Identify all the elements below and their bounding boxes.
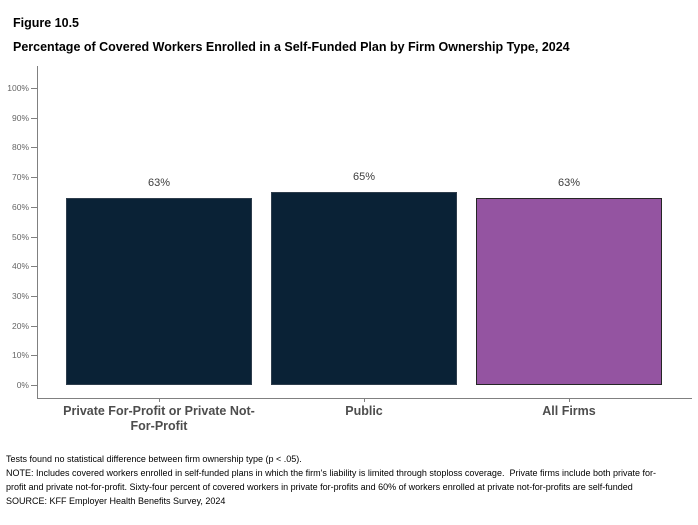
- x-axis-tick: [364, 398, 365, 402]
- x-axis-tick: [569, 398, 570, 402]
- footnote-tests: Tests found no statistical difference be…: [6, 454, 302, 464]
- y-axis-tick: [31, 266, 37, 267]
- footnotes: Tests found no statistical difference be…: [6, 452, 661, 508]
- y-axis-tick-label: 80%: [11, 142, 29, 152]
- y-axis-line: [37, 66, 38, 398]
- y-axis-tick-label: 10%: [11, 350, 29, 360]
- y-axis-tick: [31, 326, 37, 327]
- y-axis-tick-label: 70%: [11, 172, 29, 182]
- y-axis-tick-label: 90%: [11, 113, 29, 123]
- y-axis-tick-label: 0%: [16, 380, 29, 390]
- x-axis-category-label: All Firms: [542, 404, 596, 418]
- x-axis-category-label: Public: [345, 404, 383, 418]
- y-axis-tick: [31, 296, 37, 297]
- footnote-source: SOURCE: KFF Employer Health Benefits Sur…: [6, 496, 226, 506]
- y-axis-tick: [31, 177, 37, 178]
- x-axis-category-label: Private For-Profit or Private Not-For-Pr…: [63, 404, 255, 433]
- y-axis-tick-label: 30%: [11, 291, 29, 301]
- y-axis-tick-label: 60%: [11, 202, 29, 212]
- y-axis-tick-label: 100%: [7, 83, 29, 93]
- y-axis-tick-label: 50%: [11, 232, 29, 242]
- bar-value-label: 63%: [557, 177, 581, 189]
- footnote-note: NOTE: Includes covered workers enrolled …: [6, 468, 657, 492]
- y-axis-tick-label: 20%: [11, 321, 29, 331]
- bar-value-label: 65%: [352, 171, 376, 183]
- y-axis-tick: [31, 237, 37, 238]
- bar-public: [271, 192, 457, 385]
- chart-title: Percentage of Covered Workers Enrolled i…: [13, 40, 570, 54]
- figure-number: Figure 10.5: [13, 16, 79, 30]
- y-axis-tick: [31, 147, 37, 148]
- bar-all-firms: [476, 198, 662, 385]
- y-axis-tick: [31, 355, 37, 356]
- y-axis-tick: [31, 207, 37, 208]
- y-axis-tick: [31, 385, 37, 386]
- y-axis-tick-label: 40%: [11, 261, 29, 271]
- bar-value-label: 63%: [147, 177, 171, 189]
- y-axis-tick: [31, 88, 37, 89]
- bar-private-for-profit-or-private-not-for-profit: [66, 198, 252, 385]
- x-axis-tick: [159, 398, 160, 402]
- y-axis-tick: [31, 118, 37, 119]
